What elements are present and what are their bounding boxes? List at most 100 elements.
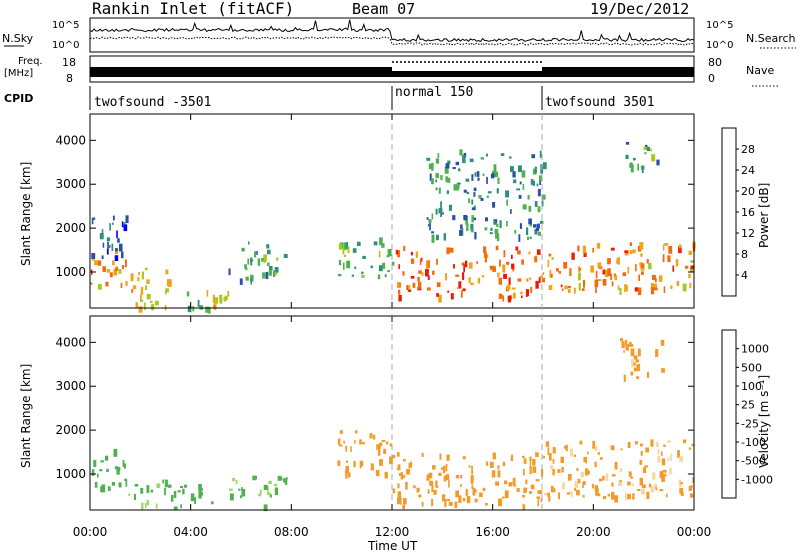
velocity-cell-r6-116 [661, 477, 665, 482]
power-cell-r7-37 [526, 289, 529, 297]
velocity-cell-r5-28 [448, 480, 450, 488]
power-cell-r10-14 [629, 163, 634, 168]
power-cell-r9-13 [438, 208, 443, 214]
power-cell-r9-94 [466, 191, 470, 195]
velocity-colorbar-tick-label-1: 500 [741, 361, 762, 374]
velocity-cell-r5-83 [403, 459, 407, 462]
power-ytick-label-2: 3000 [55, 177, 86, 191]
power-cell-r7-103 [468, 277, 471, 283]
velocity-cell-r6-114 [630, 476, 633, 479]
power-cell-r7-6 [499, 259, 501, 267]
power-cell-r8-56 [602, 279, 607, 285]
noise-left-label: N.Sky [2, 32, 34, 45]
velocity-cell-r5-47 [455, 490, 459, 498]
power-cell-r0-7 [109, 272, 113, 278]
power-cell-r7-11 [460, 290, 463, 298]
power-cell-r1-8 [140, 299, 144, 302]
velocity-cell-r3-15 [286, 477, 288, 481]
velocity-cell-r5-92 [448, 501, 453, 506]
power-cell-r8-53 [654, 278, 657, 283]
velocity-cell-r7-15 [633, 355, 638, 360]
velocity-cell-r3-19 [239, 495, 242, 499]
power-cell-r9-115 [459, 149, 463, 156]
velocity-cell-r5-12 [504, 480, 508, 485]
power-cell-r9-116 [431, 178, 434, 185]
velocity-cell-r6-118 [568, 473, 572, 481]
velocity-cell-r5-79 [472, 487, 476, 496]
velocity-heatmap-cells [91, 338, 695, 512]
power-cell-r4-2 [223, 297, 227, 302]
power-cell-r7-82 [542, 272, 545, 275]
power-cell-r8-59 [582, 245, 586, 254]
velocity-cell-r6-59 [582, 494, 585, 498]
power-cell-r2-12 [106, 237, 111, 242]
cpid-segment-1: twofsound -3501 [94, 95, 211, 110]
velocity-cell-r5-76 [502, 461, 506, 467]
power-cell-r1-16 [146, 293, 151, 300]
velocity-cell-r0-3 [124, 463, 126, 469]
velocity-cell-r6-87 [663, 473, 667, 477]
power-colorbar-tick-label-2: 20 [741, 185, 755, 198]
power-cell-r8-39 [676, 281, 680, 286]
power-cell-r5-2 [228, 268, 231, 276]
power-cell-r9-102 [536, 183, 539, 187]
power-cell-r5-26 [250, 278, 252, 285]
power-cell-r9-37 [542, 194, 546, 200]
velocity-cell-r5-75 [397, 497, 400, 505]
power-cell-r3-8 [192, 306, 195, 312]
power-cell-r2-17 [91, 217, 94, 225]
velocity-cell-r5-46 [433, 489, 437, 495]
plot-title: Rankin Inlet (fitACF) [92, 0, 294, 18]
power-cell-r8-6 [578, 266, 581, 272]
power-cell-r1-12 [165, 288, 169, 293]
velocity-cell-r5-82 [537, 490, 542, 495]
velocity-cell-r4-23 [345, 466, 349, 474]
power-cell-r7-97 [502, 295, 505, 302]
velocity-cell-r0-8 [93, 460, 97, 467]
power-cell-r5-17 [263, 254, 267, 262]
velocity-cell-r5-104 [397, 467, 401, 471]
power-cell-r10-12 [633, 157, 636, 161]
velocity-cell-r7-5 [629, 344, 634, 347]
power-cell-r8-73 [571, 252, 575, 260]
velocity-cell-r5-107 [529, 460, 532, 468]
power-cell-r3-4 [199, 305, 204, 310]
power-cell-r7-92 [539, 275, 543, 279]
velocity-cell-r7-12 [661, 368, 665, 373]
power-cell-r8-38 [638, 274, 640, 281]
power-cell-r9-119 [486, 176, 488, 184]
power-cell-r0-20 [90, 282, 93, 285]
velocity-cell-r5-57 [462, 456, 466, 460]
power-cell-r7-91 [403, 245, 406, 251]
velocity-cell-r4-18 [377, 447, 381, 456]
velocity-cell-r4-6 [359, 460, 364, 467]
velocity-cell-r5-30 [497, 465, 500, 470]
velocity-cell-r2-14 [194, 497, 196, 504]
power-cell-r6-2 [387, 249, 392, 257]
power-cell-r9-30 [469, 158, 474, 163]
power-cell-r2-9 [125, 215, 129, 224]
power-cell-r9-138 [436, 234, 439, 241]
noise-right-label: N.Search [746, 32, 796, 45]
power-cell-r6-30 [387, 270, 390, 273]
power-cell-r7-27 [397, 250, 401, 258]
power-cell-r9-69 [426, 217, 429, 220]
velocity-cell-r6-60 [560, 456, 564, 463]
power-cell-r2-19 [123, 224, 128, 232]
noise-panel-frame [89, 17, 695, 53]
power-cell-r9-107 [521, 170, 526, 178]
freq-band-segment-3 [542, 67, 694, 77]
power-cell-r8-26 [560, 284, 563, 288]
power-cell-r9-85 [441, 212, 445, 215]
velocity-cell-r5-24 [522, 455, 525, 459]
power-cell-r6-25 [343, 262, 345, 270]
power-cell-r9-91 [458, 168, 461, 172]
power-cell-r7-5 [432, 270, 435, 275]
velocity-cell-r6-122 [571, 491, 573, 498]
power-cell-r7-4 [438, 294, 442, 303]
power-cell-r5-11 [265, 271, 269, 280]
power-cell-r0-14 [118, 269, 122, 274]
power-cell-r7-66 [421, 272, 424, 276]
velocity-cell-r6-121 [680, 492, 684, 496]
velocity-cell-r5-38 [523, 458, 527, 464]
